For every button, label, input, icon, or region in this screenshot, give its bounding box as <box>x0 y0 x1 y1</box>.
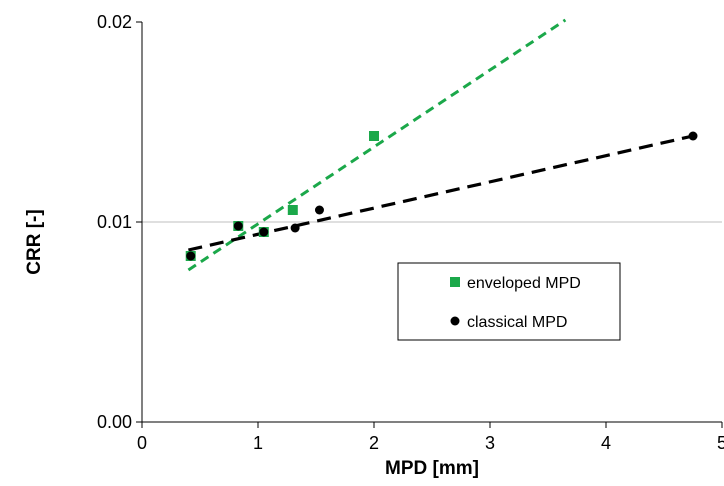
x-axis-title: MPD [mm] <box>385 458 479 479</box>
x-tick-label-4: 4 <box>601 433 611 453</box>
x-tick-label-1: 1 <box>253 433 263 453</box>
point-classical-3 <box>290 223 300 233</box>
x-tick-label-2: 2 <box>369 433 379 453</box>
point-classical-0 <box>186 251 196 261</box>
trendline-classical <box>188 134 694 252</box>
x-tick-label-0: 0 <box>137 433 147 453</box>
trendline-enveloped <box>187 18 567 272</box>
point-enveloped-4 <box>369 131 379 141</box>
legend-marker-classical <box>450 316 460 326</box>
points-layer <box>185 131 698 261</box>
point-enveloped-3 <box>287 205 298 215</box>
x-tick-label-3: 3 <box>485 433 495 453</box>
legend-label-classical: classical MPD <box>467 314 567 331</box>
point-classical-2 <box>259 227 269 237</box>
legend-label-enveloped: enveloped MPD <box>467 275 581 292</box>
legend: enveloped MPD classical MPD <box>397 262 621 341</box>
point-classical-1 <box>233 221 243 231</box>
legend-marker-enveloped <box>450 277 460 287</box>
x-tick-label-5: 5 <box>717 433 724 453</box>
trendline-layer <box>187 18 694 272</box>
legend-box <box>397 262 621 341</box>
point-classical-5 <box>688 131 698 141</box>
y-tick-label-0: 0.00 <box>97 412 132 432</box>
ticks-layer: 0 1 2 3 4 5 0.00 0.01 0.02 <box>97 12 724 453</box>
point-classical-4 <box>314 205 324 215</box>
y-tick-label-0.01: 0.01 <box>97 212 132 232</box>
y-axis-title: CRR [-] <box>24 209 45 274</box>
y-tick-label-0.02: 0.02 <box>97 12 132 32</box>
